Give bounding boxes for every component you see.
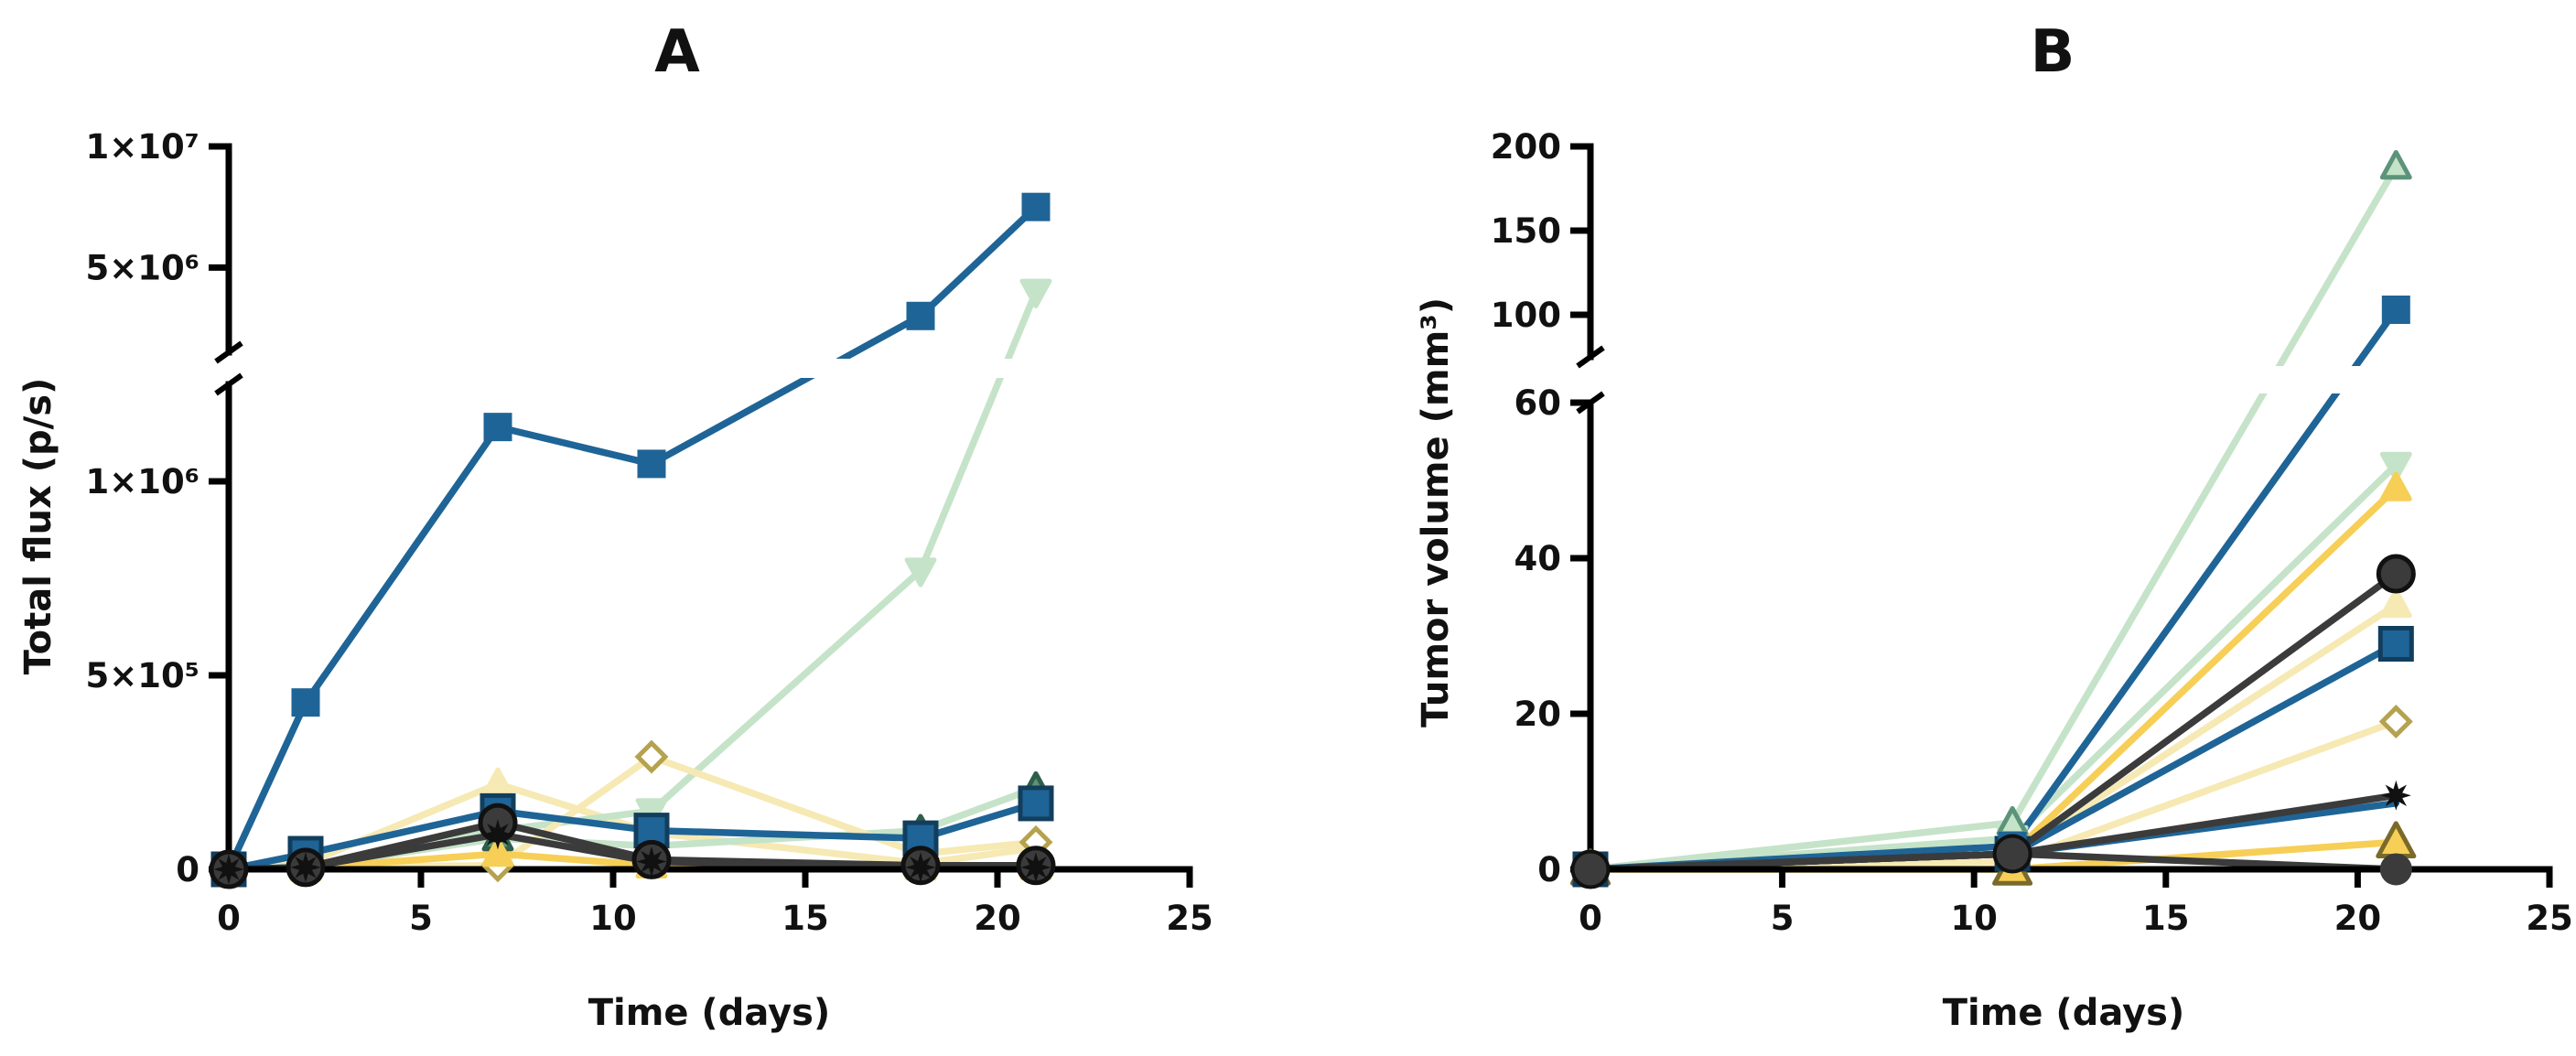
panel-b-plot-area: 0 5 10 15 20 25 0 20 40 60 100 150 200: [1491, 127, 2573, 938]
panel-a-y-ticks: 0 5×10⁵ 1×10⁶ 5×10⁶ 1×10⁷: [86, 127, 229, 889]
panel-a-point-blue-square-small: [637, 449, 666, 479]
panel-a: A Time (days) Total flux (p/s) 0 5 10 15 20 2…: [17, 18, 1213, 1034]
panel-a-point-light-green-inverted-triangle: [1019, 278, 1052, 308]
panel-b-y-tick-label: 20: [1514, 695, 1562, 734]
panel-b-series-line-blue-square-small: [1587, 306, 2400, 873]
panel-a-y-tick-label: 0: [176, 850, 199, 889]
panel-a-x-tick-label: 0: [217, 899, 241, 938]
panel-a-point-black-asterisk: [213, 854, 244, 885]
panel-b-y-tick-label: 0: [1537, 850, 1561, 889]
panel-b-y-tick-label: 40: [1514, 539, 1562, 578]
panel-b-point-dark-gray-circle-small: [1996, 837, 2029, 870]
panel-b-x-tick-label: 10: [1950, 899, 1998, 938]
panel-b-x-tick-label: 0: [1579, 899, 1602, 938]
panel-b-break-mark-upper: [1576, 345, 1605, 369]
panel-b-axis-break-gap: [1607, 366, 2566, 393]
panel-b-y-tick-label: 150: [1491, 211, 1561, 251]
panel-a-x-tick-label: 25: [1166, 899, 1213, 938]
panel-a-series-line-blue-square-small: [225, 203, 1040, 873]
panel-b-series-line-light-green-inverted-triangle: [1587, 461, 2400, 873]
panel-a-point-blue-square-small: [906, 301, 935, 330]
panel-a-x-tick-label: 10: [589, 899, 637, 938]
panel-a-x-axis-label: Time (days): [588, 992, 831, 1034]
panel-a-point-black-asterisk: [290, 852, 321, 883]
panel-a-y-tick-label: 1×10⁶: [86, 462, 199, 501]
panel-a-plot-area: 0 5 10 15 20 25 0 5×10⁵ 1×10⁶ 5×10⁶ 1×10⁷: [86, 127, 1213, 938]
panel-b-point-olive-diamond: [2378, 705, 2413, 738]
panel-a-x-tick-label: 5: [409, 899, 433, 938]
panel-b-y-ticks: 0 20 40 60 100 150 200: [1491, 127, 1590, 889]
panel-b-x-tick-label: 15: [2142, 899, 2190, 938]
panel-b-y-tick-label: 60: [1514, 383, 1562, 423]
panel-a-point-black-asterisk: [1020, 852, 1051, 883]
panel-a-break-mark-upper: [214, 340, 243, 364]
panel-a-point-black-asterisk: [636, 846, 667, 878]
panel-b-title: B: [2031, 18, 2075, 86]
panel-b-point-pale-yellow-triangle: [2379, 587, 2412, 619]
panel-b-point-blue-square-outlined: [2377, 626, 2414, 662]
panel-a-y-tick-label: 1×10⁷: [86, 127, 199, 167]
panel-a-point-blue-square-small: [483, 413, 512, 442]
panel-a-x-ticks: 0 5 10 15 20 25: [217, 869, 1213, 938]
panel-b-point-teal-triangle: [2379, 149, 2412, 180]
panel-a-y-tick-label: 5×10⁶: [86, 248, 199, 287]
panel-a-series-line-light-green-inverted-triangle: [225, 288, 1040, 873]
panel-a-point-black-asterisk: [905, 852, 936, 883]
panel-b-point-dark-gray-circle-small: [1574, 853, 1607, 886]
panel-b-y-axis-label: Tumor volume (mm³): [1415, 297, 1457, 727]
panel-a-x-tick-label: 20: [974, 899, 1021, 938]
panel-b: B Time (days) Tumor volume (mm³) 0 5 10 15 2…: [1415, 18, 2573, 1034]
panel-a-data-points: [209, 192, 1056, 889]
panel-a-point-blue-square-outlined: [1018, 785, 1054, 822]
panel-b-x-ticks: 0 5 10 15 20 25: [1579, 869, 2573, 938]
panel-a-point-light-green-inverted-triangle: [904, 557, 937, 587]
panel-a-break-mark-lower: [214, 372, 243, 396]
panel-b-x-tick-label: 5: [1771, 899, 1795, 938]
panel-b-x-tick-label: 20: [2334, 899, 2382, 938]
panel-a-axis-break-gap: [245, 359, 1206, 378]
panel-a-title: A: [654, 18, 700, 86]
panel-a-point-blue-square-small: [291, 688, 320, 717]
panel-a-point-black-asterisk: [482, 819, 513, 850]
panel-a-x-tick-label: 15: [781, 899, 829, 938]
panel-b-point-blue-square-small: [2381, 295, 2410, 324]
panel-b-data-points: [1569, 149, 2417, 889]
panel-b-series-line-blue-square-outlined: [1587, 640, 2400, 873]
panel-b-y-tick-label: 100: [1491, 296, 1561, 335]
panel-a-point-pale-yellow-triangle: [481, 767, 514, 797]
panel-a-point-olive-diamond: [634, 739, 669, 774]
panel-b-point-yellow-triangle: [2379, 471, 2412, 501]
panel-b-x-axis-label: Time (days): [1943, 992, 2185, 1034]
panel-b-x-tick-label: 25: [2526, 899, 2573, 938]
panel-b-y-tick-label: 200: [1491, 127, 1561, 167]
panel-b-point-dark-gray-circle-small: [2379, 853, 2412, 886]
panel-a-y-axis-label: Total flux (p/s): [17, 378, 59, 675]
panel-b-series-line-pale-yellow-triangle: [1587, 601, 2400, 873]
panel-b-series-lines: [1587, 163, 2400, 873]
panel-a-point-blue-square-small: [1021, 192, 1051, 221]
panel-b-point-light-green-inverted-triangle: [2379, 451, 2412, 482]
panel-a-point-yellow-triangle: [481, 836, 514, 867]
panel-b-point-dark-gray-circle: [2376, 554, 2416, 594]
panel-b-point-black-asterisk: [2380, 780, 2411, 811]
panel-a-y-tick-label: 5×10⁵: [86, 656, 199, 695]
